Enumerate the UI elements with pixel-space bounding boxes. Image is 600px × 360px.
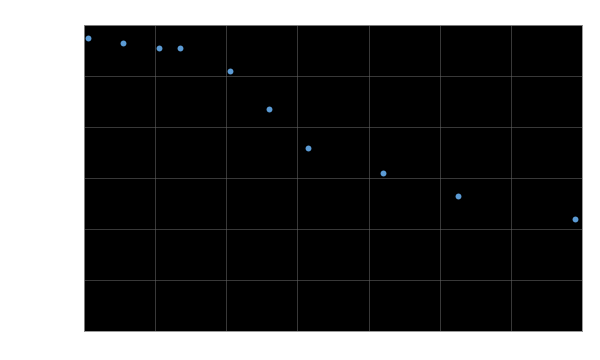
Point bbox=[378, 170, 388, 176]
Point bbox=[225, 68, 235, 74]
Point bbox=[570, 216, 580, 222]
Point bbox=[264, 107, 274, 112]
Point bbox=[304, 145, 313, 150]
Point bbox=[175, 45, 185, 51]
Point bbox=[118, 40, 128, 46]
Point bbox=[83, 35, 92, 41]
Point bbox=[453, 193, 463, 199]
Point bbox=[154, 45, 164, 51]
